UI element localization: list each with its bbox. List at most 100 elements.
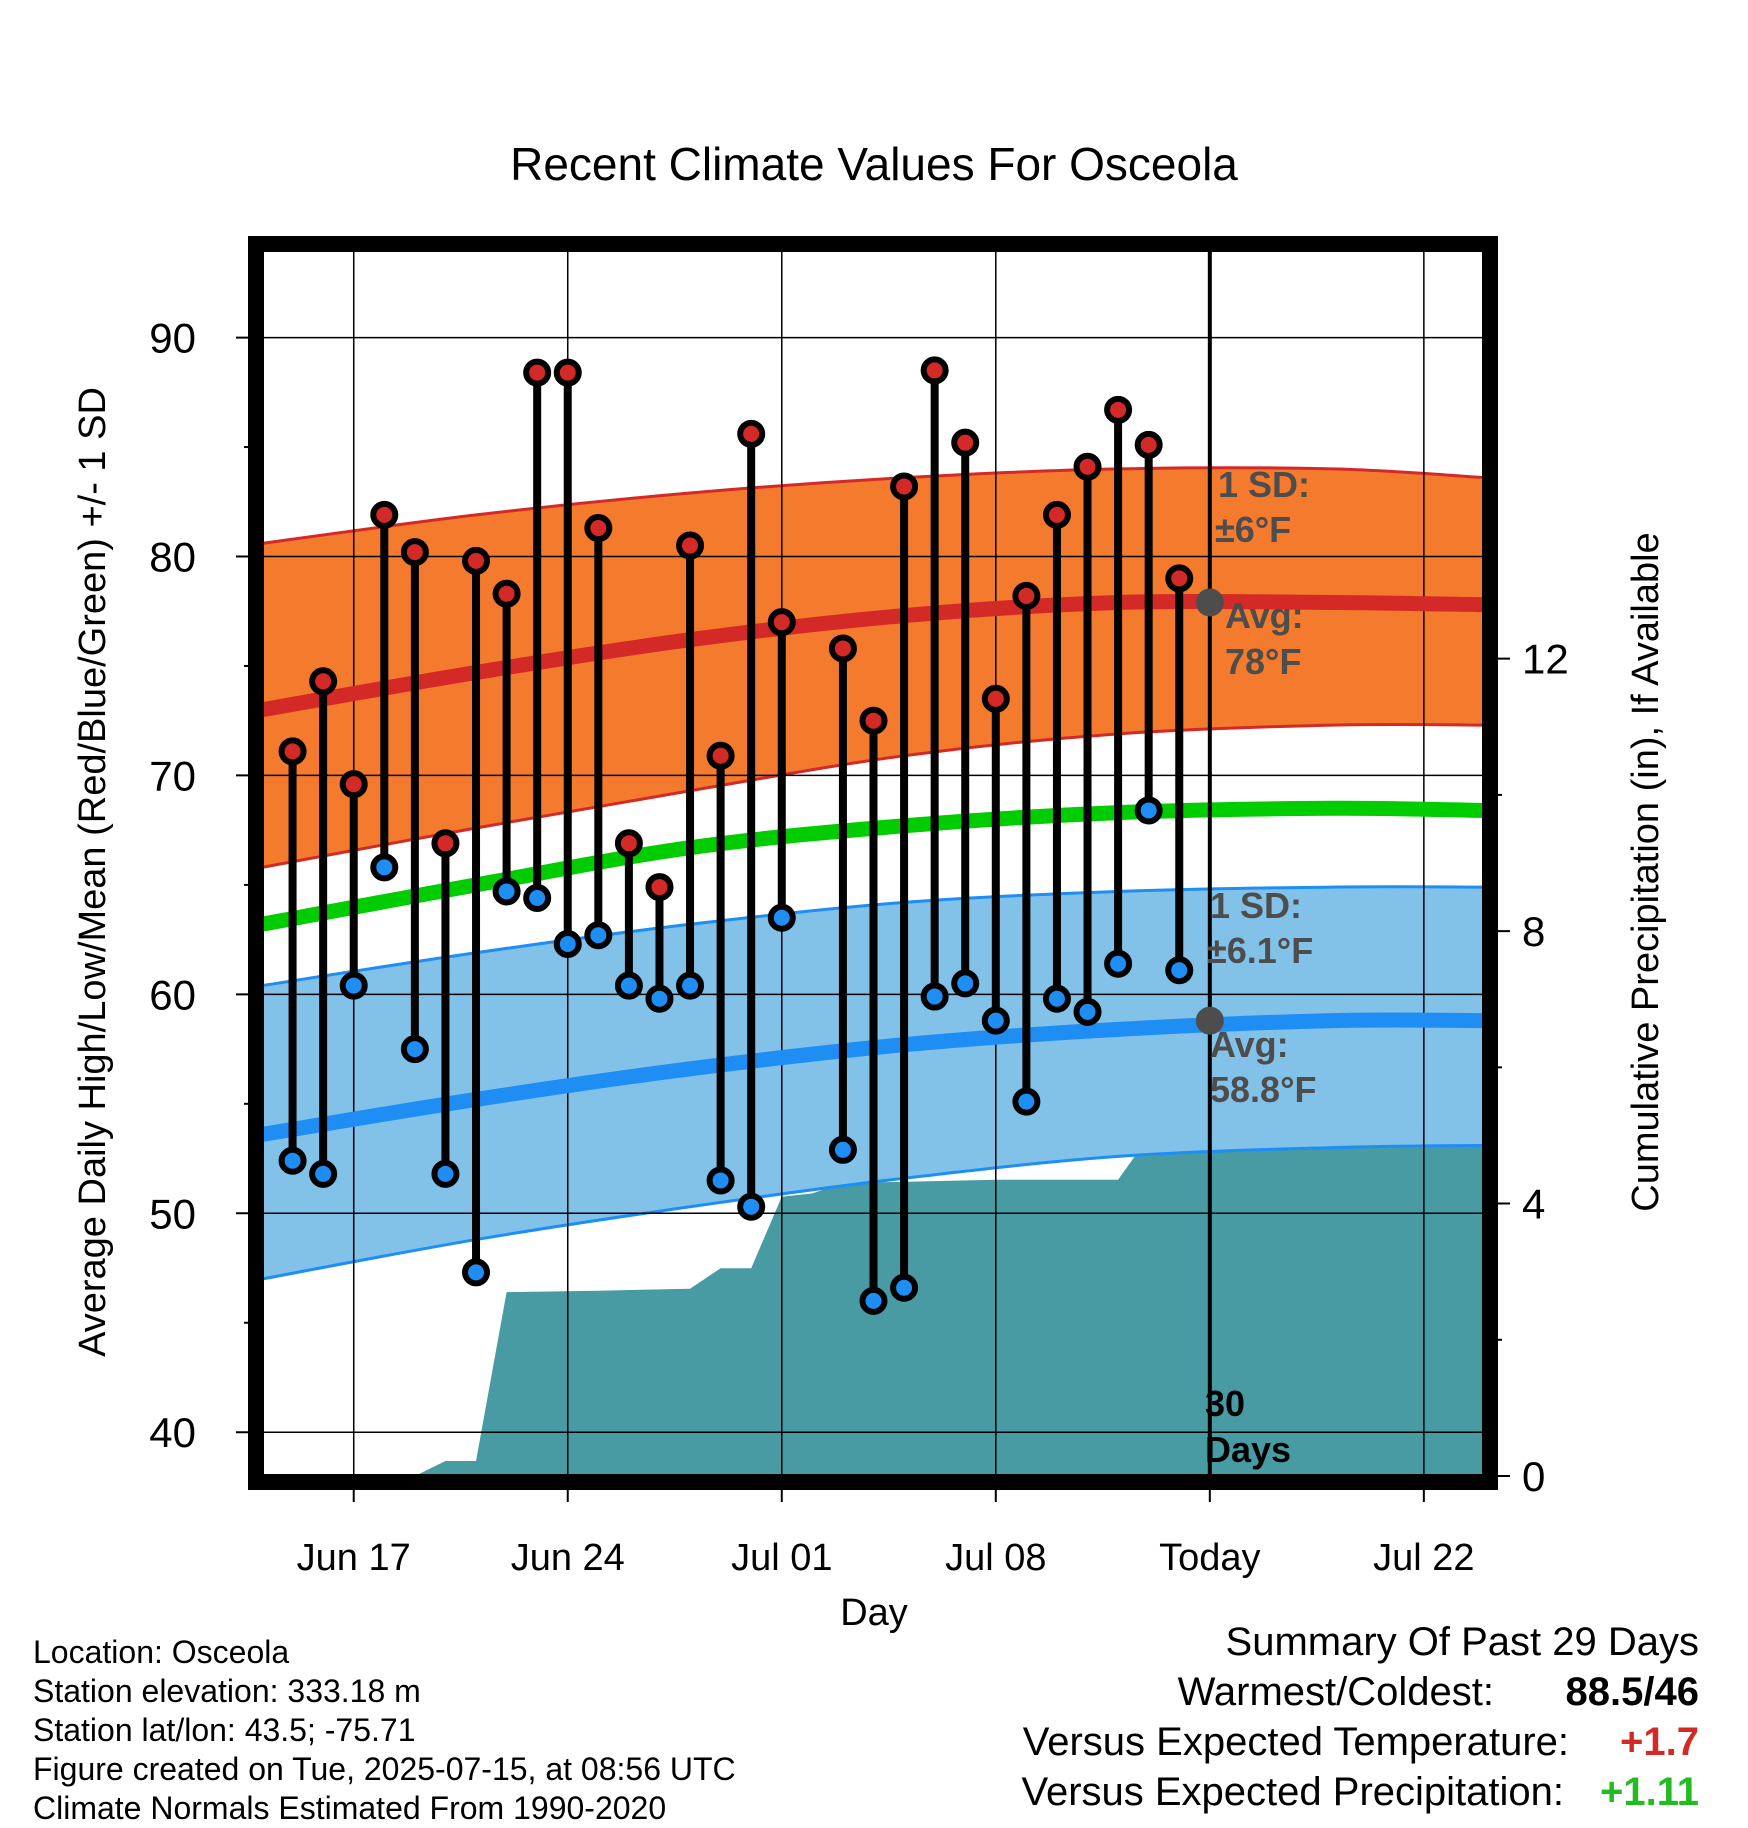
high-avg-value: 78°F: [1225, 641, 1301, 682]
high-sd-value: ±6°F: [1215, 509, 1291, 550]
summary-warmest-value: 88.5/46: [1565, 1670, 1699, 1714]
high-point: [553, 358, 582, 387]
summary-temp-value: +1.7: [1620, 1720, 1699, 1764]
y2-tick-label: 0: [1522, 1453, 1545, 1500]
low-point: [523, 884, 552, 913]
y2-tick-label: 4: [1522, 1181, 1545, 1228]
low-point: [1165, 956, 1194, 985]
low-point: [339, 971, 368, 1000]
low-point: [400, 1035, 429, 1064]
y2-tick-label: 12: [1522, 636, 1569, 683]
low-point: [1073, 997, 1102, 1026]
low-point: [859, 1286, 888, 1315]
footer-location: Location: Osceola: [33, 1634, 290, 1670]
low-point: [1104, 949, 1133, 978]
high-point: [1104, 395, 1133, 424]
low-point: [676, 971, 705, 1000]
high-point: [767, 608, 796, 637]
footer-normals: Climate Normals Estimated From 1990-2020: [33, 1790, 667, 1826]
today-days-number: 30: [1205, 1383, 1245, 1424]
summary-precip-label: Versus Expected Precipitation:: [1021, 1770, 1564, 1814]
y-axis-label: Average Daily High/Low/Mean (Red/Blue/Gr…: [72, 387, 114, 1357]
high-point: [278, 737, 307, 766]
y2-axis-label: Cumulative Precipitation (in), If Availa…: [1625, 532, 1667, 1211]
y-tick-label: 90: [149, 315, 196, 362]
x-tick-label: Jul 22: [1373, 1537, 1474, 1579]
high-point: [370, 500, 399, 529]
low-point: [278, 1146, 307, 1175]
footer-latlon: Station lat/lon: 43.5; -75.71: [33, 1712, 416, 1748]
low-point: [767, 903, 796, 932]
low-point: [553, 930, 582, 959]
high-sd-label: 1 SD:: [1218, 464, 1310, 505]
footer-elevation: Station elevation: 333.18 m: [33, 1673, 421, 1709]
high-point: [951, 428, 980, 457]
low-point: [1012, 1087, 1041, 1116]
summary-precip-value: +1.11: [1599, 1770, 1699, 1814]
low-point: [920, 982, 949, 1011]
x-axis-label: Day: [840, 1592, 908, 1634]
high-point: [400, 538, 429, 567]
high-point: [1134, 430, 1163, 459]
high-point: [309, 667, 338, 696]
x-tick-label: Jul 08: [945, 1537, 1046, 1579]
y-tick-label: 40: [149, 1409, 196, 1456]
low-point: [706, 1166, 735, 1195]
low-sd-value: ±6.1°F: [1207, 930, 1313, 971]
x-tick-label: Jun 24: [511, 1537, 625, 1579]
high-point: [431, 829, 460, 858]
low-point: [1134, 796, 1163, 825]
y2-tick-label: 8: [1522, 908, 1545, 955]
summary-temp-label: Versus Expected Temperature:: [1022, 1720, 1569, 1764]
summary-warmest-row: Warmest/Coldest: 88.5/46: [1178, 1670, 1699, 1715]
high-point: [1012, 581, 1041, 610]
low-point: [645, 984, 674, 1013]
high-point: [1165, 564, 1194, 593]
low-avg-today-marker: [1195, 1006, 1224, 1035]
high-point: [339, 770, 368, 799]
high-point: [614, 829, 643, 858]
low-avg-value: 58.8°F: [1210, 1069, 1316, 1110]
low-point: [737, 1192, 766, 1221]
plot-frame: [248, 236, 1498, 1490]
high-point: [737, 419, 766, 448]
low-point: [1042, 984, 1071, 1013]
y-tick-label: 70: [149, 752, 196, 799]
low-avg-label: Avg:: [1210, 1024, 1289, 1065]
high-point: [859, 706, 888, 735]
low-point: [584, 921, 613, 950]
footer-created: Figure created on Tue, 2025-07-15, at 08…: [33, 1751, 736, 1787]
high-point: [920, 356, 949, 385]
y-tick-label: 50: [149, 1190, 196, 1237]
high-point: [584, 514, 613, 543]
high-point: [676, 531, 705, 560]
low-point: [431, 1159, 460, 1188]
y-tick-label: 80: [149, 534, 196, 581]
high-avg-today-marker: [1195, 588, 1224, 617]
y-tick-label: 60: [149, 971, 196, 1018]
low-point: [981, 1006, 1010, 1035]
low-point: [890, 1273, 919, 1302]
high-point: [706, 741, 735, 770]
x-tick-label: Today: [1159, 1537, 1260, 1579]
high-point: [492, 579, 521, 608]
x-tick-label: Jul 01: [731, 1537, 832, 1579]
high-avg-label: Avg:: [1225, 595, 1304, 636]
high-point: [1073, 452, 1102, 481]
low-point: [828, 1135, 857, 1164]
high-point: [523, 358, 552, 387]
low-point: [462, 1258, 491, 1287]
high-point: [645, 873, 674, 902]
high-point: [462, 546, 491, 575]
low-point: [614, 971, 643, 1000]
today-days-label: Days: [1205, 1429, 1291, 1470]
summary-temp-row: Versus Expected Temperature: +1.7: [1023, 1720, 1699, 1765]
low-point: [951, 969, 980, 998]
summary-precip-row: Versus Expected Precipitation: +1.11: [1021, 1770, 1699, 1815]
x-tick-label: Jun 17: [297, 1537, 411, 1579]
low-point: [370, 853, 399, 882]
low-point: [309, 1159, 338, 1188]
high-point: [828, 634, 857, 663]
low-sd-label: 1 SD:: [1210, 885, 1302, 926]
